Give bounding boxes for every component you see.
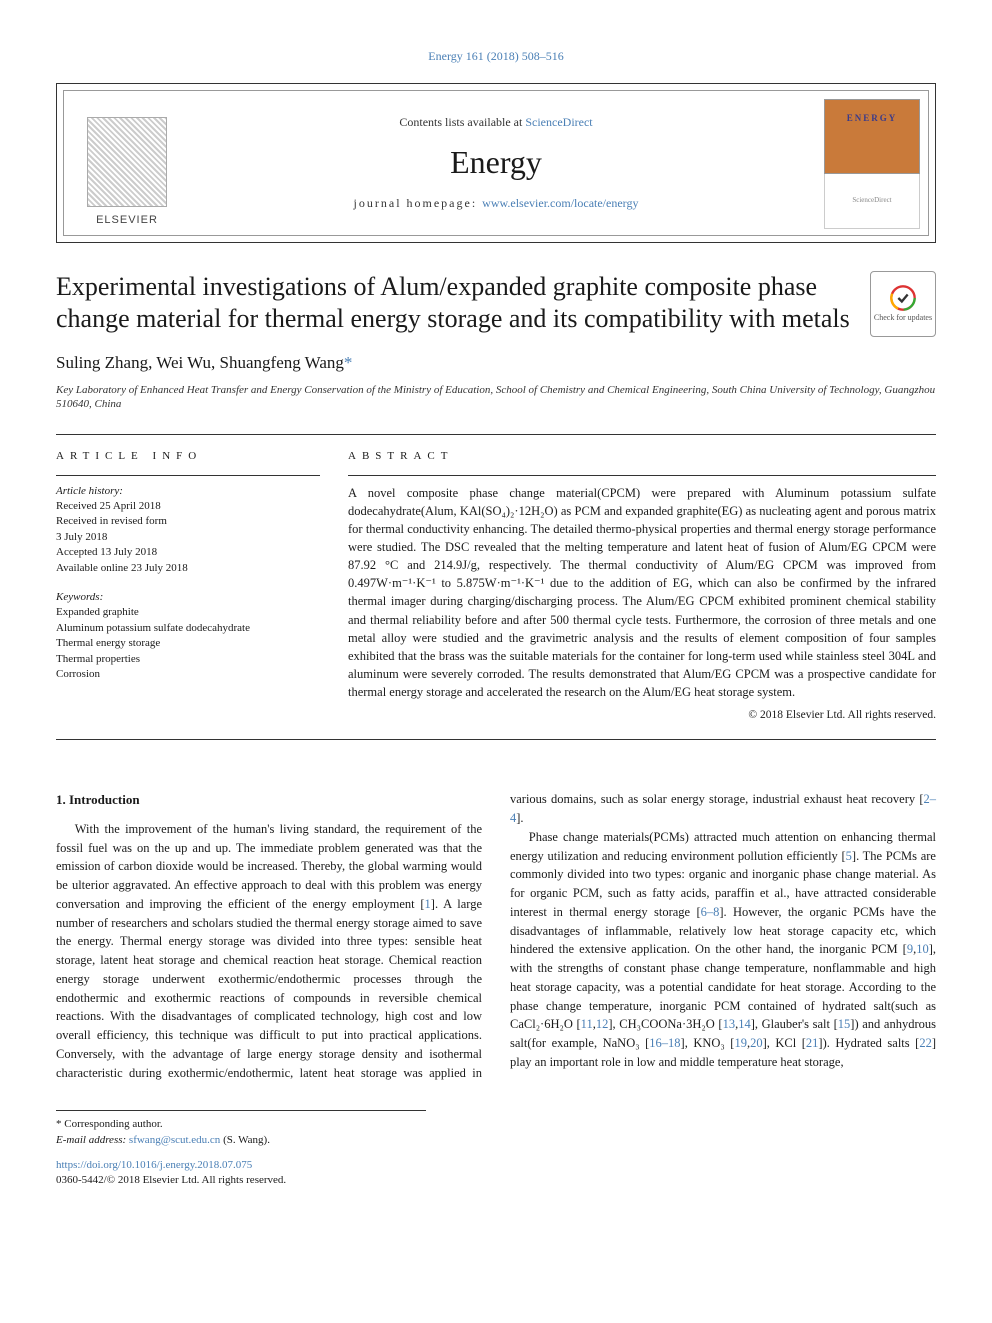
elsevier-logo: ELSEVIER <box>72 99 182 229</box>
affiliation: Key Laboratory of Enhanced Heat Transfer… <box>56 383 936 413</box>
email-suffix: (S. Wang). <box>220 1134 270 1146</box>
homepage-prefix: journal homepage: <box>354 196 483 210</box>
ref-16-18[interactable]: 16–18 <box>649 1036 680 1050</box>
keywords-block: Keywords: Expanded graphite Aluminum pot… <box>56 590 320 682</box>
para2-seg-h: ], KNO₃ [ <box>681 1036 735 1050</box>
para1-seg-b: ]. A large number of researchers and sch… <box>56 897 482 1042</box>
contents-available-line: Contents lists available at ScienceDirec… <box>399 114 592 131</box>
email-label: E-mail address: <box>56 1134 129 1146</box>
article-title: Experimental investigations of Alum/expa… <box>56 271 850 336</box>
authors-line: Suling Zhang, Wei Wu, Shuangfeng Wang* <box>56 351 936 375</box>
page-root: Energy 161 (2018) 508–516 ELSEVIER Conte… <box>0 0 992 1237</box>
check-updates-label: Check for updates <box>874 312 932 323</box>
history-line-1: Received in revised form <box>56 514 320 529</box>
para2-seg-e: ], CH₃COONa·3H₂O [ <box>608 1017 722 1031</box>
intro-para-2: Phase change materials(PCMs) attracted m… <box>510 828 936 1072</box>
info-divider <box>56 475 320 476</box>
para2-seg-f: ], Glauber's salt [ <box>751 1017 838 1031</box>
keyword-4: Corrosion <box>56 667 320 682</box>
keyword-0: Expanded graphite <box>56 605 320 620</box>
check-for-updates-badge[interactable]: Check for updates <box>870 271 936 337</box>
journal-cover-bottom: ScienceDirect <box>824 174 920 229</box>
para1-seg-d: ]. <box>516 811 523 825</box>
ref-20[interactable]: 20 <box>750 1036 763 1050</box>
ref-12[interactable]: 12 <box>596 1017 609 1031</box>
info-abstract-row: ARTICLE INFO Article history: Received 2… <box>56 449 936 723</box>
abstract-copyright: © 2018 Elsevier Ltd. All rights reserved… <box>348 707 936 723</box>
para1-seg-a: With the improvement of the human's livi… <box>56 822 482 911</box>
history-line-2: 3 July 2018 <box>56 530 320 545</box>
ref-21[interactable]: 21 <box>806 1036 819 1050</box>
divider-top <box>56 434 936 435</box>
crossmark-icon <box>889 284 917 312</box>
keyword-1: Aluminum potassium sulfate dodecahydrate <box>56 621 320 636</box>
keywords-label: Keywords: <box>56 590 320 605</box>
email-line: E-mail address: sfwang@scut.edu.cn (S. W… <box>56 1133 426 1148</box>
body-two-columns: 1. Introduction With the improvement of … <box>56 790 936 1082</box>
citation-link[interactable]: Energy 161 (2018) 508–516 <box>428 49 563 63</box>
para2-seg-j: ]). Hydrated salts [ <box>818 1036 919 1050</box>
history-line-4: Available online 23 July 2018 <box>56 561 320 576</box>
authors-text: Suling Zhang, Wei Wu, Shuangfeng Wang <box>56 353 344 372</box>
title-row: Experimental investigations of Alum/expa… <box>56 271 936 337</box>
footnotes: * Corresponding author. E-mail address: … <box>56 1110 426 1148</box>
abstract-text: A novel composite phase change material(… <box>348 484 936 702</box>
ref-13[interactable]: 13 <box>723 1017 736 1031</box>
ref-11[interactable]: 11 <box>581 1017 593 1031</box>
ref-19[interactable]: 19 <box>734 1036 747 1050</box>
para2-seg-i: ], KCl [ <box>763 1036 806 1050</box>
journal-cover-top <box>824 99 920 174</box>
article-info-label: ARTICLE INFO <box>56 449 320 464</box>
doi-line: https://doi.org/10.1016/j.energy.2018.07… <box>56 1158 936 1173</box>
article-info-column: ARTICLE INFO Article history: Received 2… <box>56 449 320 723</box>
elsevier-label: ELSEVIER <box>96 213 158 228</box>
keyword-2: Thermal energy storage <box>56 636 320 651</box>
corresponding-author-note: * Corresponding author. <box>56 1117 426 1132</box>
history-line-3: Accepted 13 July 2018 <box>56 545 320 560</box>
section-heading-intro: 1. Introduction <box>56 790 482 810</box>
citation-line: Energy 161 (2018) 508–516 <box>56 48 936 65</box>
journal-homepage-link[interactable]: www.elsevier.com/locate/energy <box>482 196 638 210</box>
contents-prefix: Contents lists available at <box>399 115 525 129</box>
history-label: Article history: <box>56 484 320 499</box>
journal-header-inner: ELSEVIER Contents lists available at Sci… <box>63 90 929 236</box>
footer-copyright: 0360-5442/© 2018 Elsevier Ltd. All right… <box>56 1173 936 1188</box>
corresponding-mark[interactable]: * <box>344 353 353 372</box>
elsevier-tree-icon <box>87 117 167 207</box>
abstract-divider <box>348 475 936 476</box>
journal-title: Energy <box>450 140 542 185</box>
abstract-column: ABSTRACT A novel composite phase change … <box>348 449 936 723</box>
keyword-3: Thermal properties <box>56 652 320 667</box>
article-history-block: Article history: Received 25 April 2018 … <box>56 484 320 576</box>
ref-10[interactable]: 10 <box>916 942 929 956</box>
ref-15[interactable]: 15 <box>838 1017 851 1031</box>
email-link[interactable]: sfwang@scut.edu.cn <box>129 1134 220 1146</box>
journal-homepage-line: journal homepage: www.elsevier.com/locat… <box>354 195 639 212</box>
divider-mid <box>56 739 936 740</box>
ref-14[interactable]: 14 <box>738 1017 751 1031</box>
history-line-0: Received 25 April 2018 <box>56 499 320 514</box>
doi-link[interactable]: https://doi.org/10.1016/j.energy.2018.07… <box>56 1159 252 1171</box>
sciencedirect-link[interactable]: ScienceDirect <box>525 115 592 129</box>
ref-22[interactable]: 22 <box>919 1036 932 1050</box>
ref-6-8[interactable]: 6–8 <box>701 905 720 919</box>
journal-header-box: ELSEVIER Contents lists available at Sci… <box>56 83 936 243</box>
journal-cover-thumbnail: ScienceDirect <box>824 99 920 229</box>
abstract-label: ABSTRACT <box>348 449 936 464</box>
